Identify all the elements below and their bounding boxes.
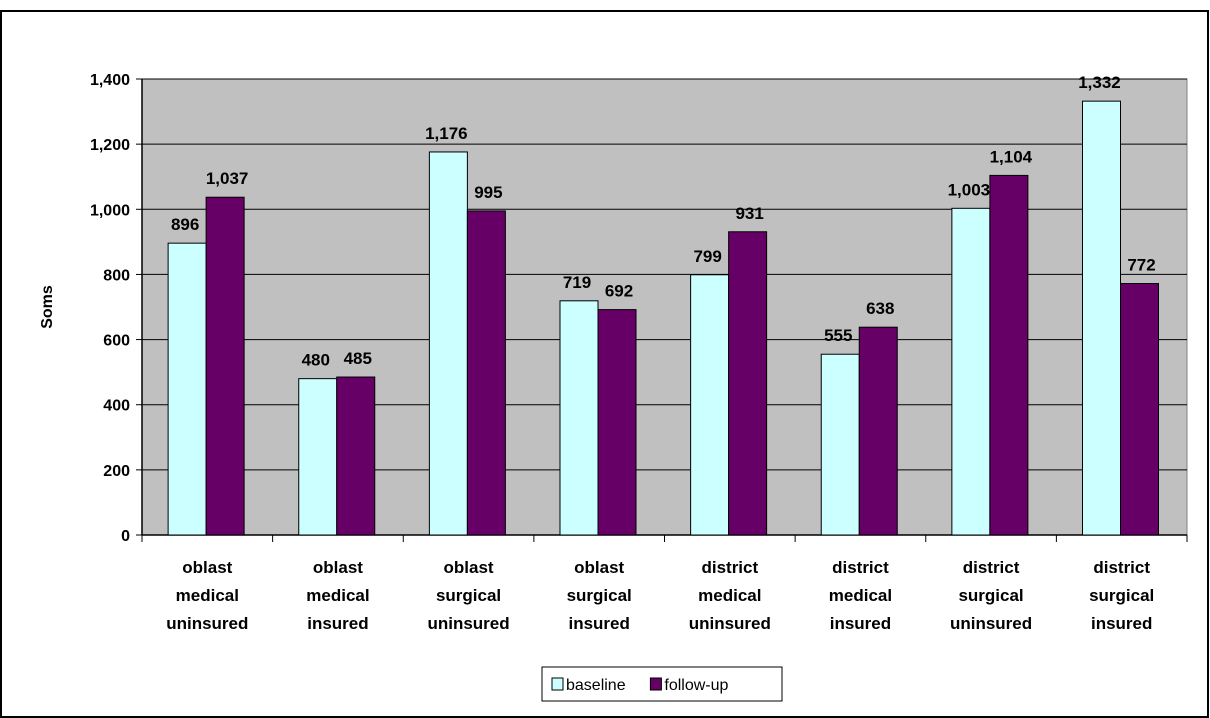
x-category-label-line: surgical [567,586,632,605]
x-category-label: oblast medical insured [306,558,369,633]
x-category-label-line: oblast [574,558,624,577]
y-tick-label: 600 [103,333,130,350]
bar-baseline [820,353,860,536]
x-category-label-line: surgical [1089,586,1154,605]
x-category-label-line: uninsured [950,614,1032,633]
x-category-label: district medical insured [829,558,892,633]
bar-follow-up [205,196,245,536]
data-label: 480 [302,351,330,370]
plot-area: 0 200 400 600 800 1,000 1,200 1,400 896 1,037 obla… [90,72,1188,633]
data-label: 799 [693,247,721,266]
y-tick-label: 800 [103,267,130,284]
bar-follow-up [989,174,1029,536]
bar-follow-up [858,326,898,536]
legend-entry: follow-up [664,677,728,694]
x-category-label-line: insured [830,614,891,633]
x-category-label-line: oblast [182,558,232,577]
data-label: 719 [563,273,591,292]
bar-follow-up [728,231,768,536]
x-category-label-line: district [1093,558,1150,577]
x-category-label-line: uninsured [166,614,248,633]
x-category-label: district medical uninsured [689,558,771,633]
data-label: 772 [1127,256,1155,275]
bar-baseline [690,274,730,536]
data-label: 1,332 [1078,73,1121,92]
x-category-label-line: district [701,558,758,577]
x-category-label-line: surgical [958,586,1023,605]
x-category-label-line: surgical [436,586,501,605]
x-category-label-line: medical [698,586,761,605]
data-label: 555 [824,326,852,345]
x-category-label-line: insured [1091,614,1152,633]
data-label: 995 [474,183,502,202]
legend-swatch-follow-up [649,677,662,691]
bar-follow-up [1120,283,1159,536]
x-category-label-line: district [832,558,889,577]
data-label: 1,037 [206,169,249,188]
bar-follow-up [597,309,637,536]
y-axis-title: Soms [39,285,56,329]
y-tick-label: 400 [103,398,130,415]
data-label: 896 [171,215,199,234]
x-category-label-line: insured [568,614,629,633]
x-category-label-line: medical [176,586,239,605]
y-tick-label: 0 [121,528,130,545]
x-category-label: oblast surgical uninsured [427,558,509,633]
x-category-label: district surgical insured [1089,558,1154,633]
x-category-label: oblast surgical insured [567,558,632,633]
bar-baseline [1082,100,1121,536]
data-label: 931 [735,204,763,223]
bar-baseline [298,378,338,536]
bar-baseline [951,207,991,536]
x-category-label-line: oblast [444,558,494,577]
legend-swatch-baseline [551,677,564,691]
x-category-label: oblast medical uninsured [166,558,248,633]
data-label: 1,104 [990,147,1033,166]
x-category-label-line: oblast [313,558,363,577]
x-category-label: district surgical uninsured [950,558,1032,633]
x-category-label-line: uninsured [427,614,509,633]
legend: baseline follow-up [541,666,783,702]
x-category-label-line: uninsured [689,614,771,633]
bar-baseline [559,300,599,536]
x-category-label-line: insured [307,614,368,633]
y-tick-label: 200 [103,463,130,480]
data-label: 692 [605,282,633,301]
y-tick-label: 1,200 [90,137,130,154]
data-label: 485 [344,349,372,368]
x-category-label-line: medical [306,586,369,605]
bar-baseline [428,151,468,536]
bar-follow-up [336,376,376,536]
data-label: 1,176 [425,124,468,143]
x-category-label-line: district [963,558,1020,577]
data-label: 1,003 [948,180,991,199]
y-tick-label: 1,400 [90,72,130,89]
bar-follow-up [466,210,506,536]
y-tick-label: 1,000 [90,202,130,219]
data-label: 638 [866,299,894,318]
legend-box [541,666,783,702]
bar-baseline [167,242,207,536]
legend-entry: baseline [566,677,626,694]
x-category-label-line: medical [829,586,892,605]
